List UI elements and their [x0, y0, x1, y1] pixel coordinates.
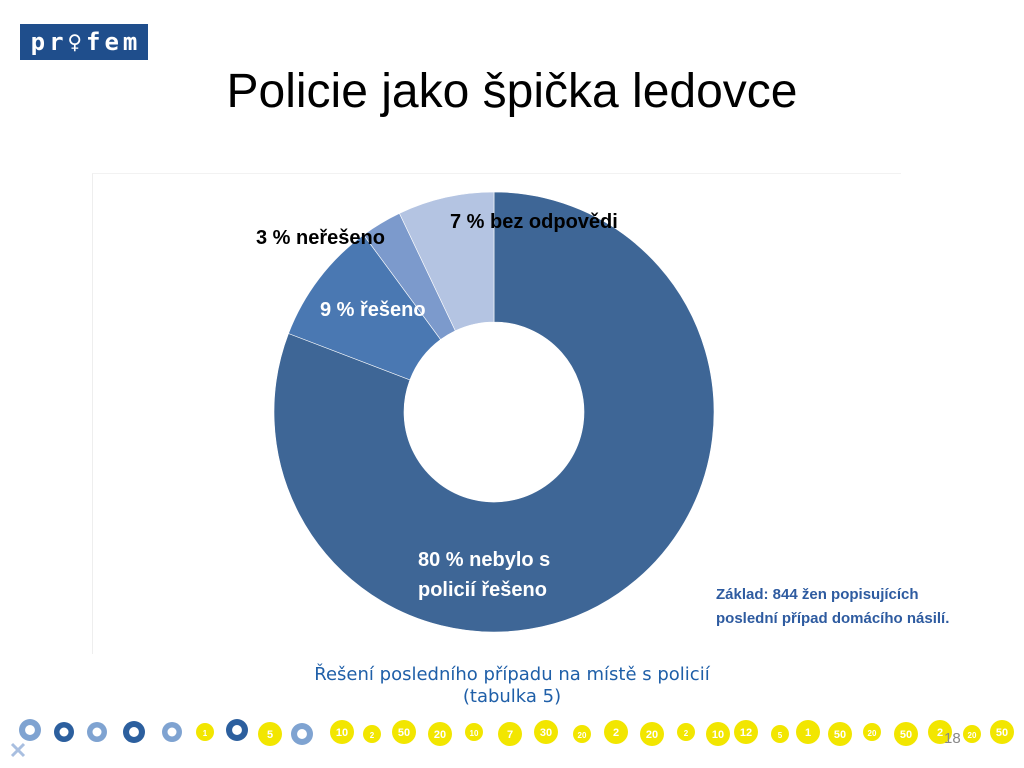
footer-ring-icon [19, 719, 41, 741]
footer-ring-icon [226, 719, 248, 741]
footer-number-badge: 20 [863, 723, 881, 741]
slice-label-nereseno: 3 % neřešeno [256, 227, 385, 249]
footer-number-badge: 12 [734, 720, 758, 744]
slice-bez-odpovedi [399, 191, 495, 332]
slice-label-line: 80 % nebylo s [418, 549, 551, 571]
chart-caption: Řešení posledního případu na místě s pol… [300, 664, 724, 708]
slice-label-line: policií řešeno [418, 579, 547, 601]
footer-ring-icon [123, 721, 145, 743]
footer-badge-number: 20 [434, 729, 446, 741]
footer-badge-number: 10 [712, 729, 724, 741]
footer-number-badge: 20 [428, 722, 452, 746]
footer-number-badge: 10 [465, 723, 483, 741]
slice-label-nebylo-reseno: 80 % nebylo s policií řešeno [418, 545, 598, 605]
footer-number-badge: 2 [928, 720, 952, 744]
footer-number-badge: 30 [534, 720, 558, 744]
footer-number-badge: 20 [963, 725, 981, 743]
footer-badge-number: 5 [267, 729, 273, 741]
footer-badges: 1 5 10 2 50 20 10 7 30 20 2 20 2 10 12 5 1 50 20 50 2 20 50 [10, 719, 1014, 758]
footer-badge-number: 7 [507, 729, 513, 741]
footer-number-badge: 1 [796, 720, 820, 744]
footer-number-badge: 2 [677, 723, 695, 741]
footer-badge-number: 20 [646, 729, 658, 741]
footer-badge-number: 50 [398, 727, 410, 739]
page-number: 18 [944, 730, 961, 747]
footer-badge-number: 50 [834, 729, 846, 741]
footer-badge-number: 5 [778, 731, 783, 740]
slice-nebylo-reseno [273, 191, 715, 633]
footer-badge-number: 10 [470, 729, 479, 738]
base-note: Základ: 844 žen popisujících poslední př… [716, 583, 996, 631]
footer-cross-icon [10, 742, 26, 758]
footer-badge-number: 20 [868, 729, 877, 738]
footer-number-badge: 5 [771, 725, 789, 743]
footer-badge-number: 2 [937, 727, 943, 739]
footer-ring-icon [54, 722, 74, 742]
footer-number-badge: 10 [706, 722, 730, 746]
footer-badge-number: 12 [740, 727, 752, 739]
footer-badge-number: 20 [968, 731, 977, 740]
logo-letter: e [104, 28, 119, 56]
footer-number-badge: 2 [363, 725, 381, 743]
logo-letter: p [30, 28, 46, 56]
footer-badge-number: 10 [336, 727, 348, 739]
slide-title: Policie jako špička ledovce [226, 65, 798, 118]
footer-badge-number: 1 [203, 729, 208, 738]
footer-number-badge: 50 [894, 722, 918, 746]
slice-label-bez-odpovedi: 7 % bez odpovědi [450, 211, 618, 233]
footer-badge-number: 2 [613, 727, 619, 739]
footer-badge-number: 2 [684, 729, 689, 738]
footer-badge-number: 30 [540, 727, 552, 739]
chart-caption-line: (tabulka 5) [462, 686, 562, 707]
footer-number-badge: 20 [573, 725, 591, 743]
footer-number-badge: 1 [196, 723, 214, 741]
footer-badge-number: 20 [578, 731, 587, 740]
footer-number-badge: 50 [392, 720, 416, 744]
footer-badge-number: 50 [900, 729, 912, 741]
footer-number-badge: 20 [640, 722, 664, 746]
footer-number-badge: 50 [828, 722, 852, 746]
logo-letter: ♀ [67, 28, 82, 56]
chart-frame [92, 173, 901, 654]
footer-badge-number: 1 [805, 727, 811, 739]
footer-badge-number: 50 [996, 727, 1008, 739]
footer-number-badge: 50 [990, 720, 1014, 744]
profem-logo: p r ♀ f e m [20, 24, 148, 60]
base-note-line: Základ: 844 žen popisujících [716, 586, 919, 603]
logo-letter: f [86, 28, 101, 56]
footer-ring-icon [162, 722, 182, 742]
logo-letter: m [122, 28, 138, 56]
footer-number-badge: 5 [258, 722, 282, 746]
footer-decoration: 1 5 10 2 50 20 10 7 30 20 2 20 2 10 12 5 1 50 20 50 2 20 50 18 [0, 708, 1024, 768]
footer-number-badge: 10 [330, 720, 354, 744]
footer-number-badge: 2 [604, 720, 628, 744]
footer-ring-icon [87, 722, 107, 742]
footer-number-badge: 7 [498, 722, 522, 746]
footer-ring-icon [291, 723, 313, 745]
slice-label-reseno: 9 % řešeno [320, 299, 426, 321]
footer-badge-number: 2 [370, 731, 375, 740]
base-note-line: poslední případ domácího násilí. [716, 610, 950, 627]
chart-caption-line: Řešení posledního případu na místě s pol… [314, 664, 710, 685]
logo-letter: r [49, 28, 64, 56]
